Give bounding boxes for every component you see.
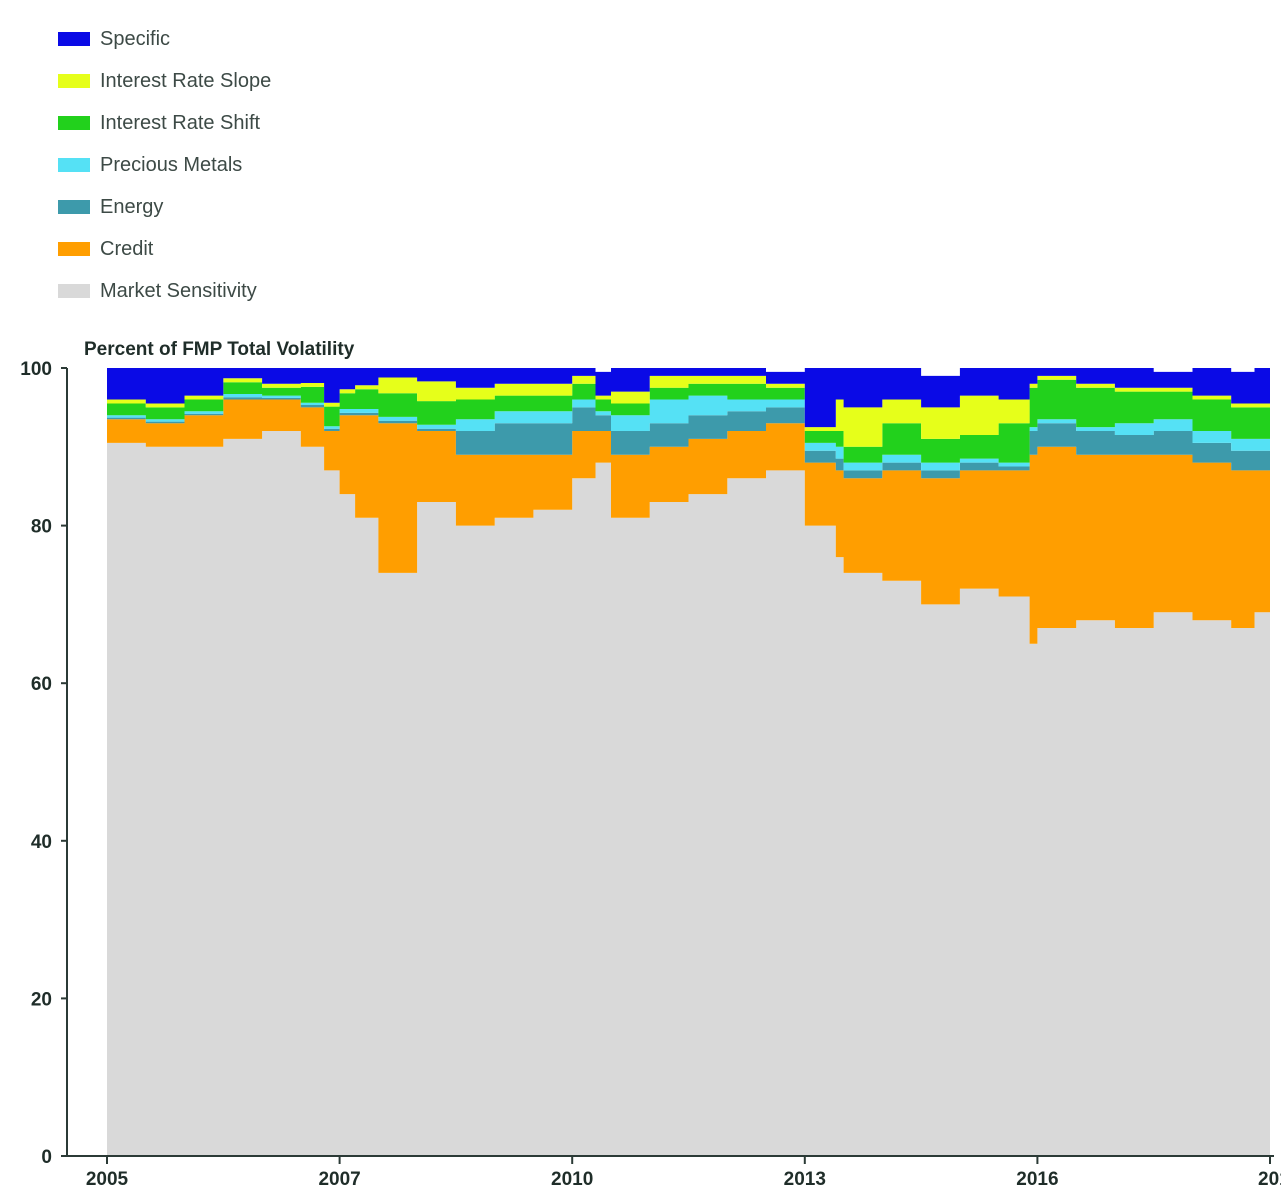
legend-item-market-sensitivity: Market Sensitivity <box>58 270 271 312</box>
area-interest-rate-shift <box>107 379 1270 463</box>
area-credit <box>107 399 1270 644</box>
x-tick-label: 2019 <box>1258 1169 1281 1190</box>
x-tick-label: 2007 <box>318 1169 360 1190</box>
chart-legend: Specific Interest Rate Slope Interest Rate… <box>58 18 271 312</box>
legend-swatch <box>58 74 90 88</box>
legend-item-credit: Credit <box>58 228 271 270</box>
legend-label: Energy <box>100 195 164 218</box>
legend-swatch <box>58 116 90 130</box>
legend-label: Interest Rate Shift <box>100 111 261 134</box>
x-tick-label: 2016 <box>1016 1169 1058 1190</box>
legend-swatch <box>58 200 90 214</box>
legend-label: Interest Rate Slope <box>100 69 272 92</box>
legend-label: Precious Metals <box>100 153 243 176</box>
legend-swatch <box>58 284 90 298</box>
legend-item-interest-rate-slope: Interest Rate Slope <box>58 60 271 102</box>
x-tick-label: 2013 <box>784 1169 826 1190</box>
y-tick-label: 60 <box>31 674 52 695</box>
stacked-area-layers <box>107 368 1270 1156</box>
y-tick-label: 20 <box>31 989 52 1010</box>
legend-label: Credit <box>100 237 154 260</box>
legend-swatch <box>58 32 90 46</box>
y-tick-label: 80 <box>31 517 52 538</box>
area-specific <box>107 368 1270 428</box>
legend-item-precious-metals: Precious Metals <box>58 144 271 186</box>
legend-swatch <box>58 242 90 256</box>
x-tick-label: 2010 <box>551 1169 593 1190</box>
area-precious-metals <box>107 394 1270 471</box>
y-tick-label: 0 <box>41 1147 52 1168</box>
chart-axes: 0 20 40 60 80 100 2005 2007 2010 2013 2016 2019 <box>20 359 1281 1190</box>
y-tick-label: 40 <box>31 832 52 853</box>
x-tick-label: 2005 <box>86 1169 129 1190</box>
area-energy <box>107 397 1270 479</box>
legend-label: Specific <box>100 27 171 50</box>
legend-label: Market Sensitivity <box>100 279 257 302</box>
y-tick-label: 100 <box>20 359 52 380</box>
legend-item-interest-rate-shift: Interest Rate Shift <box>58 102 271 144</box>
area-interest-rate-slope <box>107 375 1270 447</box>
legend-item-energy: Energy <box>58 186 271 228</box>
legend-item-specific: Specific <box>58 18 271 60</box>
legend-swatch <box>58 158 90 172</box>
chart-title: Percent of FMP Total Volatility <box>84 339 355 360</box>
area-market-sensitivity <box>107 431 1270 1156</box>
